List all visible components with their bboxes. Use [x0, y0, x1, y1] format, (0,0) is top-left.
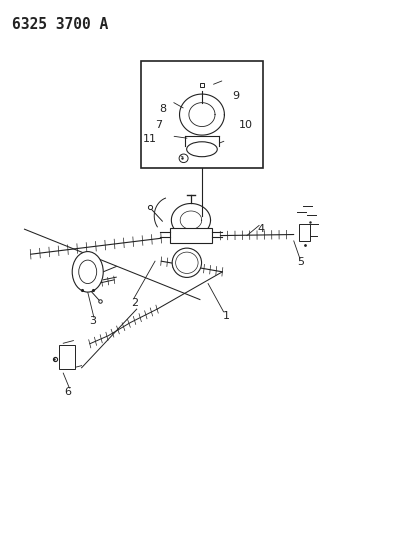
Text: 4: 4 [257, 224, 265, 234]
Text: 7: 7 [155, 120, 163, 130]
Text: 9: 9 [232, 91, 239, 101]
Text: 5: 5 [297, 257, 305, 267]
Circle shape [79, 260, 97, 284]
Circle shape [72, 252, 103, 292]
Text: 8: 8 [160, 104, 167, 114]
Ellipse shape [175, 252, 198, 273]
Text: 6325 3700 A: 6325 3700 A [12, 17, 109, 32]
Text: 2: 2 [131, 298, 138, 308]
Bar [170, 228, 212, 243]
Text: 3: 3 [89, 317, 97, 326]
Text: 6: 6 [64, 387, 71, 397]
Ellipse shape [186, 142, 217, 157]
Bar [59, 345, 75, 369]
Text: 1: 1 [223, 311, 230, 320]
Text: 11: 11 [143, 134, 157, 143]
Bar [141, 61, 263, 168]
Text: 10: 10 [239, 120, 253, 130]
Ellipse shape [172, 248, 202, 278]
Bar [299, 224, 310, 241]
Ellipse shape [179, 154, 188, 163]
